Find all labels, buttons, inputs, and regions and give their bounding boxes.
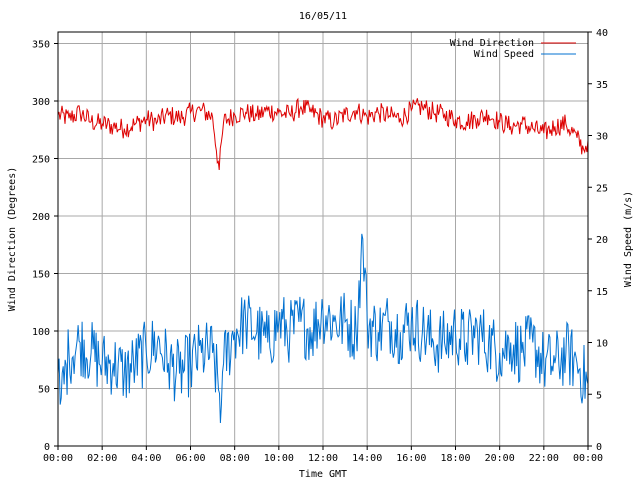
series-layer bbox=[57, 97, 589, 424]
left-axis-ticks: 0 50 100 150 200 250 300 350 bbox=[32, 40, 58, 453]
right-tick-label: 40 bbox=[596, 28, 608, 39]
legend-label-wind-direction: Wind Direction bbox=[450, 38, 534, 49]
x-tick-label: 10:00 bbox=[264, 453, 294, 464]
left-tick-label: 250 bbox=[32, 155, 50, 166]
right-tick-label: 0 bbox=[596, 442, 602, 453]
left-tick-label: 100 bbox=[32, 327, 50, 338]
legend-label-wind-speed: Wind Speed bbox=[474, 49, 534, 60]
right-tick-label: 5 bbox=[596, 390, 602, 401]
right-tick-label: 10 bbox=[596, 339, 608, 350]
right-tick-label: 30 bbox=[596, 132, 608, 143]
x-tick-label: 20:00 bbox=[485, 453, 515, 464]
x-tick-label: 06:00 bbox=[175, 453, 205, 464]
x-tick-label: 18:00 bbox=[440, 453, 470, 464]
right-tick-label: 25 bbox=[596, 183, 608, 194]
right-tick-label: 15 bbox=[596, 287, 608, 298]
x-tick-label: 16:00 bbox=[396, 453, 426, 464]
x-tick-label: 22:00 bbox=[529, 453, 559, 464]
x-tick-label: 00:00 bbox=[43, 453, 73, 464]
x-tick-label: 14:00 bbox=[352, 453, 382, 464]
x-axis-ticks: 00:00 02:00 04:00 06:00 08:00 10:00 12:00 14:00… bbox=[43, 446, 603, 464]
x-tick-label: 08:00 bbox=[220, 453, 250, 464]
x-tick-label: 12:00 bbox=[308, 453, 338, 464]
left-tick-label: 200 bbox=[32, 212, 50, 223]
chart-title: 16/05/11 bbox=[299, 11, 347, 22]
left-axis-label: Wind Direction (Degrees) bbox=[7, 167, 18, 312]
gridlines bbox=[58, 32, 588, 446]
x-tick-label: 00:00 bbox=[573, 453, 603, 464]
x-tick-label: 04:00 bbox=[131, 453, 161, 464]
right-axis-ticks: 0 5 10 15 20 25 30 35 40 bbox=[588, 28, 608, 453]
left-tick-label: 300 bbox=[32, 97, 50, 108]
x-axis-label: Time GMT bbox=[299, 469, 347, 480]
right-tick-label: 35 bbox=[596, 80, 608, 91]
series-line-wind-speed bbox=[57, 233, 589, 424]
left-tick-label: 0 bbox=[44, 442, 50, 453]
left-tick-label: 150 bbox=[32, 270, 50, 281]
left-tick-label: 350 bbox=[32, 40, 50, 51]
series-line-wind-direction bbox=[57, 97, 589, 171]
right-tick-label: 20 bbox=[596, 235, 608, 246]
left-tick-label: 50 bbox=[38, 385, 50, 396]
legend: Wind Direction Wind Speed bbox=[450, 38, 576, 60]
right-axis-label: Wind Speed (m/s) bbox=[623, 191, 634, 287]
x-tick-label: 02:00 bbox=[87, 453, 117, 464]
